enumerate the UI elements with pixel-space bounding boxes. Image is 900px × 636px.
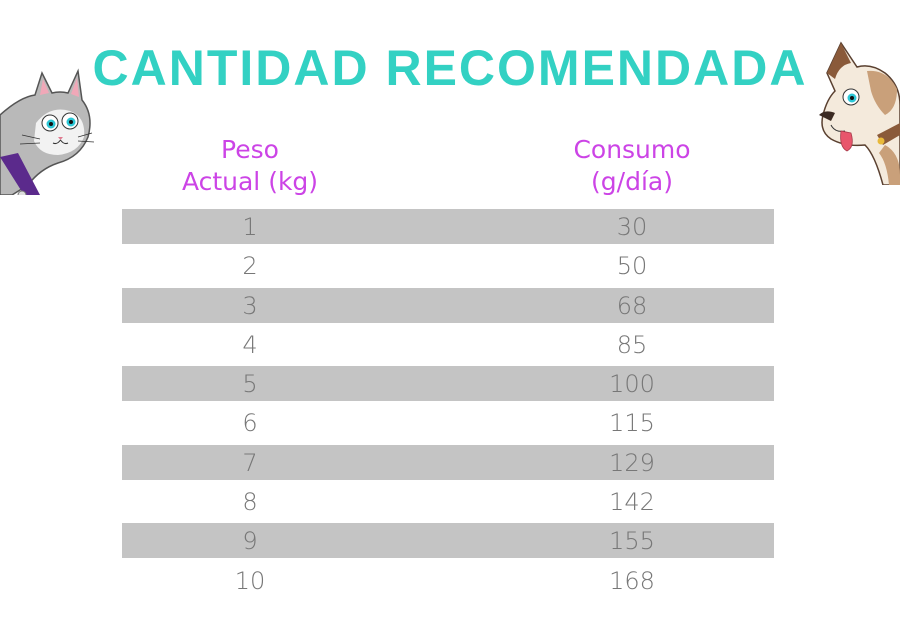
peso-cell: 2 — [242, 252, 258, 281]
table-row: 1 30 — [122, 209, 774, 244]
peso-cell: 5 — [242, 370, 258, 399]
table-row: 8 142 — [122, 484, 774, 519]
peso-cell: 9 — [242, 527, 258, 556]
feeding-table: 1 30 2 50 3 68 4 85 5 100 6 115 7 129 8 142 9 155 10 168 — [122, 209, 774, 602]
consumo-cell: 100 — [609, 370, 655, 399]
peso-cell: 8 — [242, 488, 258, 517]
table-row: 10 168 — [122, 563, 774, 598]
consumo-cell: 168 — [609, 566, 655, 595]
consumo-header-line1: Consumo — [573, 135, 691, 164]
table-row: 3 68 — [122, 287, 774, 323]
consumo-cell: 50 — [616, 252, 648, 281]
consumo-header-line2: (g/día) — [591, 167, 673, 196]
consumo-cell: 68 — [616, 291, 648, 320]
consumo-cell: 30 — [616, 213, 648, 241]
consumo-cell: 142 — [609, 488, 655, 517]
table-row: 4 85 — [122, 327, 774, 362]
table-row: 2 50 — [122, 248, 774, 283]
peso-header-line1: Peso — [221, 135, 279, 164]
peso-cell: 7 — [242, 448, 258, 477]
consumo-cell: 129 — [609, 448, 655, 477]
peso-header-line2: Actual (kg) — [181, 167, 319, 196]
consumo-header: Consumo (g/día) — [512, 134, 752, 198]
consumo-cell: 85 — [616, 330, 648, 359]
consumo-cell: 115 — [609, 409, 655, 438]
peso-cell: 3 — [242, 291, 258, 320]
table-row: 6 115 — [122, 405, 774, 440]
table-row: 7 129 — [122, 444, 774, 480]
peso-cell: 6 — [242, 409, 258, 438]
dog-mascot-icon — [819, 41, 900, 185]
peso-cell: 1 — [242, 213, 258, 241]
peso-cell: 4 — [242, 330, 258, 359]
table-row: 9 155 — [122, 523, 774, 559]
consumo-cell: 155 — [609, 527, 655, 556]
table-row: 5 100 — [122, 366, 774, 402]
cat-mascot-icon — [0, 68, 95, 195]
page-title: CANTIDAD RECOMENDADA — [92, 40, 808, 96]
peso-header: Peso Actual (kg) — [130, 134, 370, 198]
peso-cell: 10 — [234, 566, 266, 595]
